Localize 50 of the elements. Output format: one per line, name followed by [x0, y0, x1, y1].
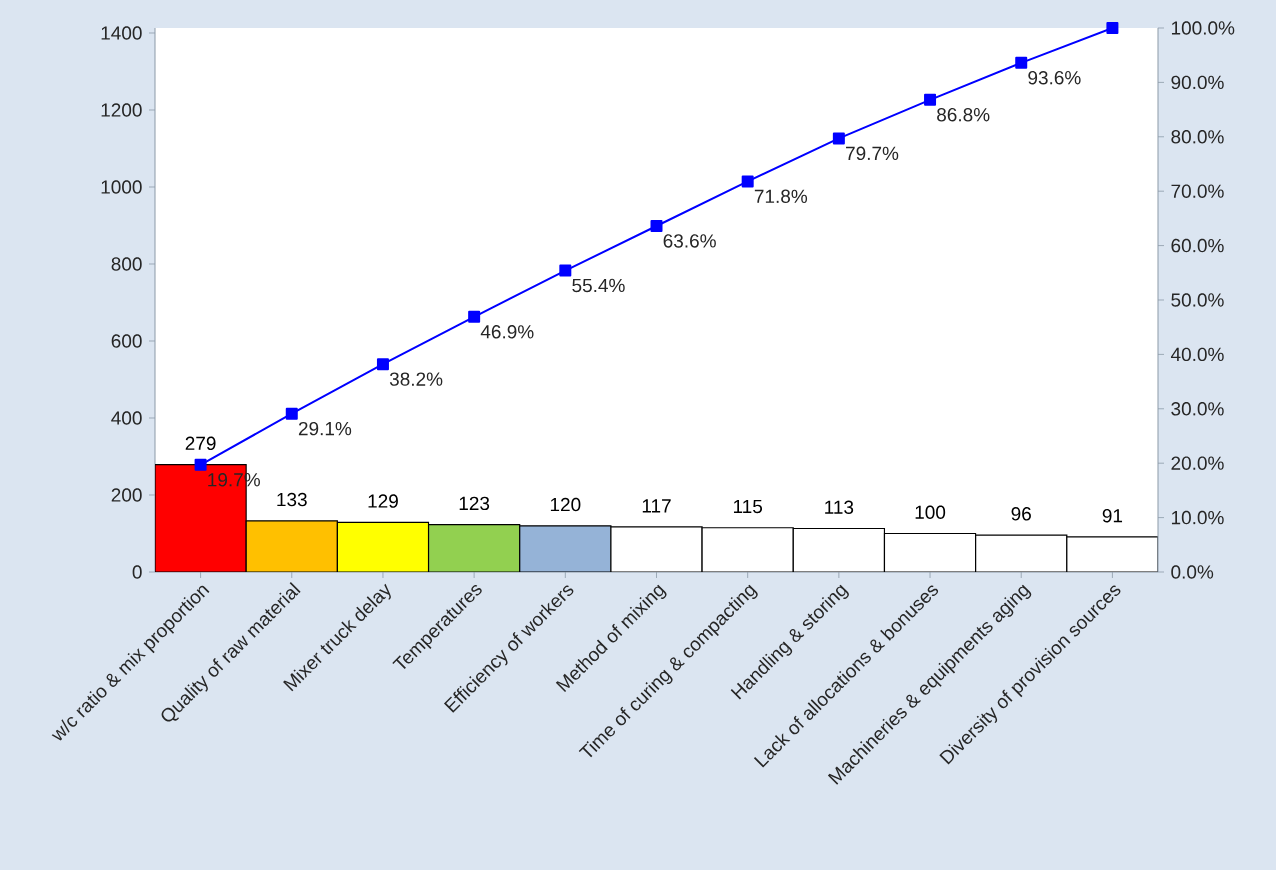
point	[832, 132, 845, 145]
data-label: 79.7%	[846, 146, 899, 161]
data-label: 113	[825, 500, 854, 514]
y-tick-label: 1200	[101, 103, 142, 117]
data-label: 29.1%	[298, 421, 352, 436]
y2-tick-label: 10.0%	[1171, 510, 1224, 525]
y-tick-label: 200	[111, 488, 142, 502]
data-label: 100	[915, 505, 946, 519]
data-label: 46.9%	[480, 325, 534, 339]
y2-tick-label: 100.0%	[1171, 21, 1235, 35]
point	[924, 93, 937, 106]
data-label: 123	[459, 496, 490, 511]
data-label: 91	[1102, 508, 1123, 523]
data-label: 115	[733, 499, 763, 514]
point	[1015, 56, 1028, 69]
y-tick-label: 600	[111, 334, 142, 348]
data-label: 63.6%	[663, 234, 716, 248]
data-label: 129	[368, 494, 398, 508]
data-label: 133	[277, 492, 307, 507]
data-label: 38.2%	[389, 372, 443, 386]
y2-tick-label: 70.0%	[1171, 184, 1224, 198]
y-tick-label: 800	[111, 257, 142, 271]
data-label: 71.8%	[754, 189, 808, 204]
point	[650, 220, 663, 233]
y2-tick-label: 90.0%	[1171, 75, 1224, 90]
y2-tick-label: 40.0%	[1170, 347, 1224, 362]
point	[376, 358, 389, 371]
y-tick-label: 0	[132, 565, 142, 579]
y2-tick-label: 20.0%	[1171, 456, 1224, 470]
point	[559, 264, 572, 277]
y2-tick-label: 0.0%	[1171, 565, 1214, 579]
point	[285, 407, 298, 420]
point	[1106, 21, 1119, 34]
y2-tick-label: 50.0%	[1171, 293, 1224, 307]
point	[468, 310, 481, 323]
point	[741, 175, 754, 188]
y2-tick-label: 30.0%	[1171, 402, 1224, 416]
data-label: 117	[642, 499, 671, 513]
y2-tick-label: 60.0%	[1171, 238, 1224, 253]
point	[194, 458, 207, 471]
data-label: 93.6%	[1028, 71, 1081, 85]
data-label: 55.4%	[572, 278, 625, 293]
y-tick-label: 1400	[101, 26, 142, 40]
y-tick-label: 1000	[101, 180, 142, 194]
y2-tick-label: 80.0%	[1171, 130, 1224, 144]
data-label: 86.8%	[937, 108, 990, 122]
data-label: 279	[185, 436, 216, 451]
data-label: 120	[550, 497, 581, 512]
y-tick-label: 400	[111, 411, 142, 425]
data-label: 96	[1011, 507, 1031, 521]
